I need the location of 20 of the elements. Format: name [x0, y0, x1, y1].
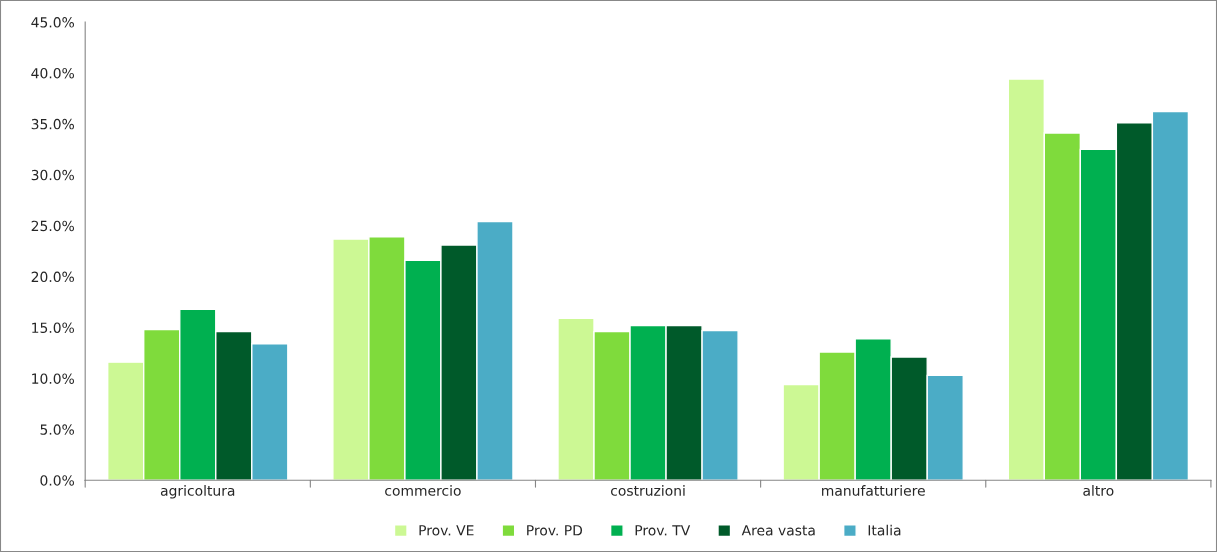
x-tick-label: agricoltura	[160, 485, 235, 499]
x-tick-label: commercio	[385, 485, 461, 496]
y-tick-label: 10.0%	[32, 373, 75, 384]
y-tick-label: 45.0%	[31, 17, 75, 28]
y-tick-label: 5.0%	[40, 424, 75, 435]
y-tick-label: 25.0%	[31, 220, 75, 232]
legend-label: Prov. TV	[635, 525, 691, 536]
x-tick-label: costruzioni	[611, 485, 685, 496]
y-tick-label: 35.0%	[31, 118, 75, 130]
legend-label: Prov. VE	[419, 525, 474, 536]
y-tick-label: 40.0%	[31, 67, 75, 79]
x-tick-label: altro	[1083, 485, 1114, 496]
legend-label: Prov. PD	[527, 525, 583, 536]
y-tick-label: 30.0%	[31, 169, 75, 181]
legend-label: Italia	[868, 524, 901, 536]
y-tick-label: 0.0%	[40, 475, 75, 486]
y-tick-label: 20.0%	[31, 271, 75, 283]
legend-label: Area vasta	[741, 525, 815, 536]
x-tick-label: manufatturiere	[822, 485, 925, 496]
y-tick-label: 15.0%	[32, 322, 75, 333]
